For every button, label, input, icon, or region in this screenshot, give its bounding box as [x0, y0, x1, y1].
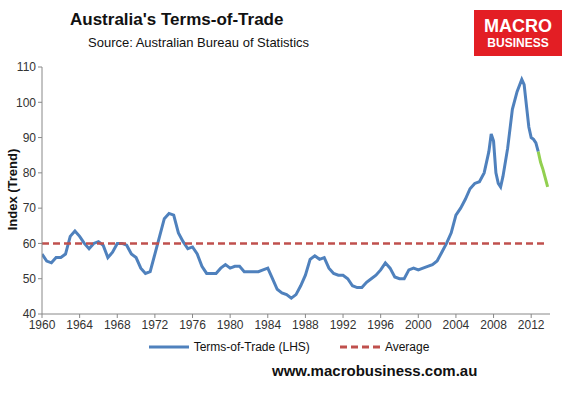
svg-text:2008: 2008: [480, 318, 507, 332]
html-text:Source: Australian Bureau of S: Source: Australian Bureau of Statistics: [88, 35, 310, 50]
html-text:MACRO: MACRO: [484, 15, 552, 36]
svg-text:2012: 2012: [518, 318, 545, 332]
html-text:Terms-of-Trade (LHS): Terms-of-Trade (LHS): [193, 340, 310, 354]
svg-text:70: 70: [23, 201, 37, 215]
svg-text:60: 60: [23, 237, 37, 251]
svg-text:110: 110: [17, 60, 36, 74]
svg-text:1996: 1996: [367, 318, 394, 332]
svg-text:40: 40: [23, 307, 37, 321]
svg-text:2004: 2004: [443, 318, 470, 332]
svg-text:80: 80: [23, 166, 37, 180]
svg-text:1992: 1992: [330, 318, 357, 332]
html-text:www.macrobusiness.com.au: www.macrobusiness.com.au: [272, 362, 478, 379]
html-text:Australia's Terms-of-Trade: Australia's Terms-of-Trade: [70, 10, 284, 29]
svg-text:1988: 1988: [292, 318, 319, 332]
svg-text:1972: 1972: [142, 318, 169, 332]
html-text:Average: Average: [384, 340, 430, 354]
svg-text:100: 100: [16, 96, 36, 110]
svg-text:1980: 1980: [217, 318, 244, 332]
svg-text:1968: 1968: [104, 318, 131, 332]
html-text:Index (Trend): Index (Trend): [4, 148, 20, 231]
svg-text:1976: 1976: [179, 318, 206, 332]
svg-text:1964: 1964: [66, 318, 93, 332]
svg-text:50: 50: [23, 272, 37, 286]
svg-text:1960: 1960: [28, 317, 56, 332]
svg-text:2000: 2000: [405, 318, 432, 332]
html-text:BUSINESS: BUSINESS: [487, 35, 549, 50]
svg-text:1984: 1984: [254, 318, 281, 332]
svg-text:90: 90: [23, 131, 37, 145]
